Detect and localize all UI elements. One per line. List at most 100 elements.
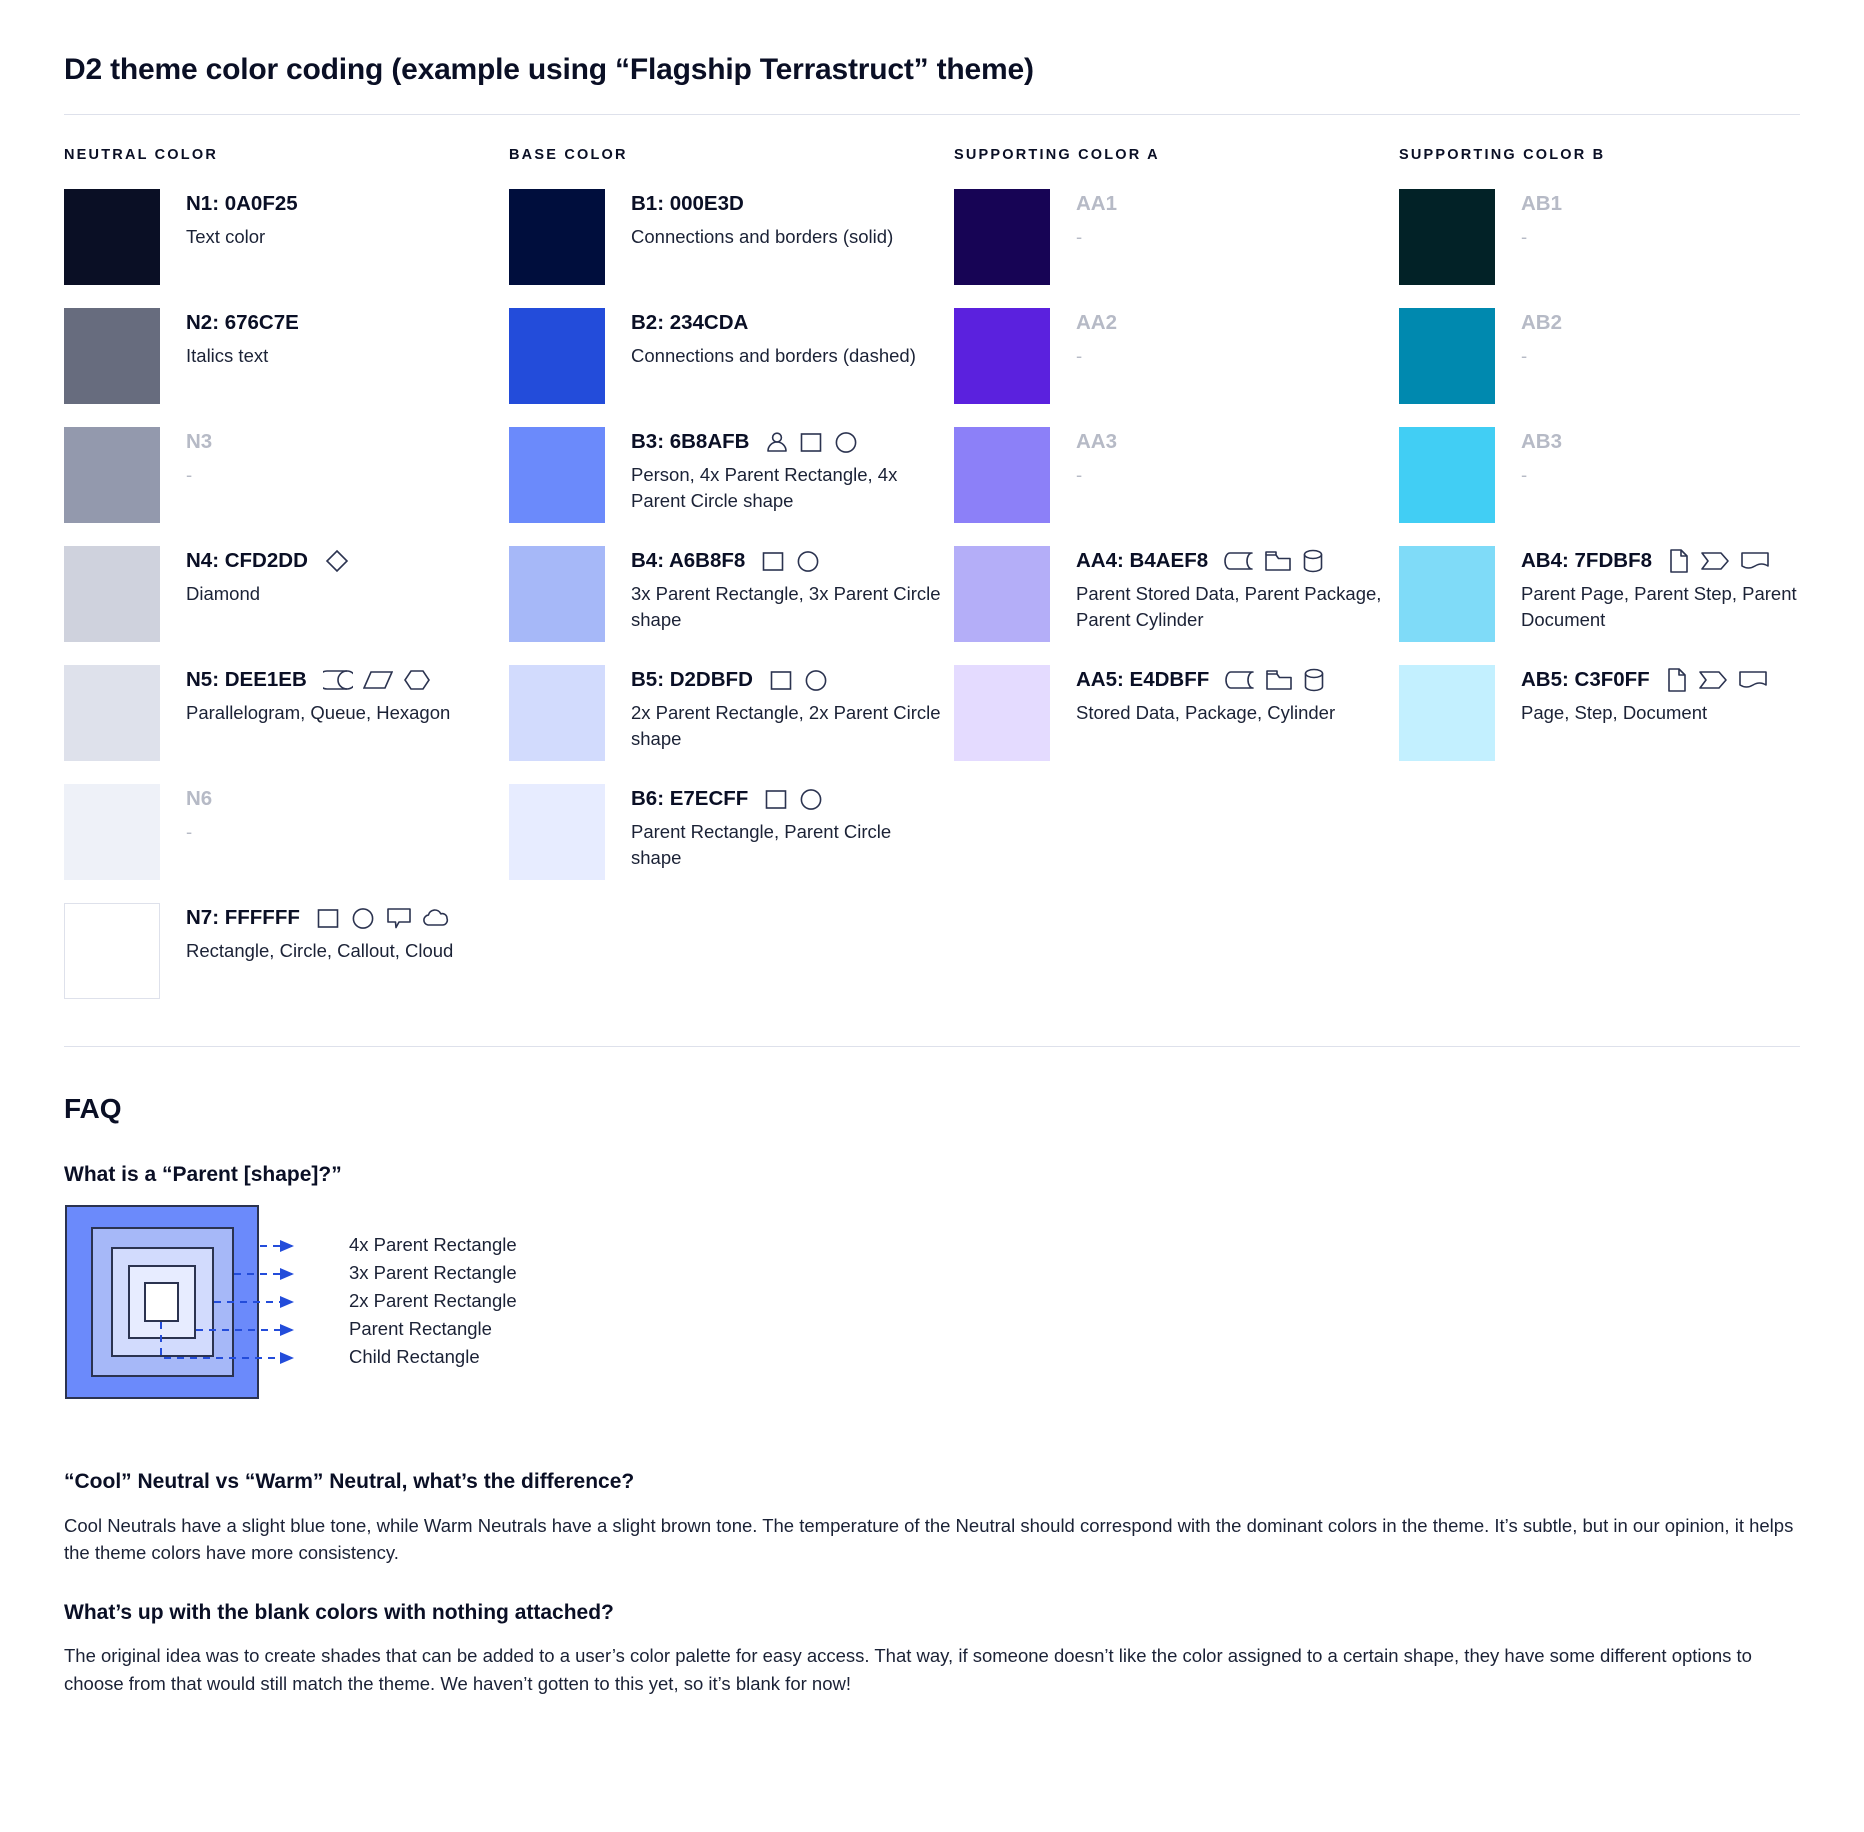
swatch-text: AB2 - xyxy=(1521,308,1844,369)
swatch-description: 2x Parent Rectangle, 2x Parent Circle sh… xyxy=(631,702,941,750)
shape-icon-group xyxy=(324,548,350,574)
swatch-label-text: AA4: B4AEF8 xyxy=(1076,549,1209,572)
swatch-label: N4: CFD2DD xyxy=(186,548,509,574)
swatch-row: B5: D2DBFD 2x Parent Rectangle, 2x Parent… xyxy=(509,665,954,761)
color-swatch[interactable] xyxy=(509,784,605,880)
color-swatch[interactable] xyxy=(954,427,1050,523)
swatch-label-text: AA2 xyxy=(1076,311,1118,334)
swatch-label: B6: E7ECFF xyxy=(631,786,954,812)
swatch-description: Diamond xyxy=(186,583,261,604)
document-icon xyxy=(1740,550,1770,572)
circle-icon xyxy=(803,667,829,693)
swatch-description: Connections and borders (solid) xyxy=(631,225,894,247)
color-swatch[interactable] xyxy=(64,546,160,642)
swatch-description: - xyxy=(186,820,193,842)
swatch-label: N7: FFFFFF xyxy=(186,905,509,931)
color-swatch[interactable] xyxy=(64,784,160,880)
circle-icon xyxy=(833,429,859,455)
swatch-text: B6: E7ECFF Parent Rectangle, Parent Circl… xyxy=(631,784,954,872)
swatch-label-text: AA3 xyxy=(1076,430,1118,453)
swatch-text: AB3 - xyxy=(1521,427,1844,488)
swatch-row: AA4: B4AEF8 Parent Stored Data, Parent Pa… xyxy=(954,546,1399,642)
swatch-description: - xyxy=(1521,463,1528,485)
swatch-row: N5: DEE1EB Parallelogram, Queue, Hexagon xyxy=(64,665,509,761)
circle-icon xyxy=(798,786,824,812)
faq-heading: FAQ xyxy=(64,1093,122,1124)
swatch-description: Rectangle, Circle, Callout, Cloud xyxy=(186,940,454,961)
color-swatch[interactable] xyxy=(954,308,1050,404)
swatch-text: AB4: 7FDBF8 Parent Page, Parent Step, Par… xyxy=(1521,546,1844,634)
swatch-row: N6 - xyxy=(64,784,509,880)
swatch-description: - xyxy=(1521,344,1528,366)
color-swatch[interactable] xyxy=(954,546,1050,642)
color-swatch[interactable] xyxy=(1399,546,1495,642)
swatch-label: B4: A6B8F8 xyxy=(631,548,954,574)
shape-icon-group xyxy=(322,668,431,692)
swatch-label: B1: 000E3D xyxy=(631,191,954,217)
swatch-row: N7: FFFFFF Rectangle, Circle, Callout, Cl… xyxy=(64,903,509,999)
palette-column: NEUTRAL COLOR N1: 0A0F25 Text color N2: 676… xyxy=(64,147,509,1022)
swatch-label: AA2 xyxy=(1076,310,1399,336)
circle-icon xyxy=(350,905,376,931)
faq-item-blank-colors: What’s up with the blank colors with not… xyxy=(64,1599,1800,1698)
color-swatch[interactable] xyxy=(64,665,160,761)
faq-question-1: What is a “Parent [shape]?” xyxy=(64,1163,342,1186)
swatch-label-text: N3 xyxy=(186,430,213,453)
callout-icon xyxy=(386,906,412,930)
color-swatch[interactable] xyxy=(954,665,1050,761)
color-swatch[interactable] xyxy=(64,427,160,523)
color-swatch[interactable] xyxy=(64,308,160,404)
swatch-label: N2: 676C7E xyxy=(186,310,509,336)
swatch-row: AA3 - xyxy=(954,427,1399,523)
swatch-text: AB5: C3F0FF Page, Step, Document xyxy=(1521,665,1844,726)
diagram-labels: 4x Parent Rectangle 3x Parent Rectangle 2x… xyxy=(349,1204,809,1424)
color-swatch[interactable] xyxy=(509,665,605,761)
swatch-text: N5: DEE1EB Parallelogram, Queue, Hexagon xyxy=(186,665,509,726)
swatch-description: Connections and borders (dashed) xyxy=(631,344,916,366)
swatch-label-text: B4: A6B8F8 xyxy=(631,549,746,573)
swatch-row: AA5: E4DBFF Stored Data, Package, Cylinde… xyxy=(954,665,1399,761)
color-swatch[interactable] xyxy=(509,189,605,285)
queue-icon xyxy=(322,669,353,691)
swatch-description: Page, Step, Document xyxy=(1521,702,1708,723)
rectangle-icon xyxy=(761,549,785,573)
swatch-label-text: N4: CFD2DD xyxy=(186,549,308,573)
color-swatch[interactable] xyxy=(1399,427,1495,523)
swatch-row: B3: 6B8AFB Person, 4x Parent Rectangle, 4… xyxy=(509,427,954,523)
faq-divider xyxy=(64,1046,1800,1047)
swatch-text: B1: 000E3D Connections and borders (solid… xyxy=(631,189,954,250)
color-swatch[interactable] xyxy=(509,308,605,404)
person-icon xyxy=(765,430,789,454)
swatch-label: B2: 234CDA xyxy=(631,310,954,336)
swatch-text: AA5: E4DBFF Stored Data, Package, Cylinde… xyxy=(1076,665,1399,726)
step-icon xyxy=(1698,669,1728,691)
swatch-text: AB1 - xyxy=(1521,189,1844,250)
swatch-text: B2: 234CDA Connections and borders (dashe… xyxy=(631,308,954,369)
palette-column: SUPPORTING COLOR A AA1 - AA2 - AA3 - AA4: B4AEF… xyxy=(954,147,1399,1022)
stored-data-icon xyxy=(1224,551,1254,571)
swatch-description: - xyxy=(186,463,193,485)
cylinder-icon xyxy=(1303,668,1325,692)
cylinder-icon xyxy=(1302,549,1324,573)
swatch-label: AA5: E4DBFF xyxy=(1076,667,1399,693)
swatch-label-text: AB3 xyxy=(1521,430,1563,453)
swatch-description: Person, 4x Parent Rectangle, 4x Parent C… xyxy=(631,464,898,512)
color-swatch[interactable] xyxy=(64,903,160,999)
swatch-text: N1: 0A0F25 Text color xyxy=(186,189,509,250)
color-swatch[interactable] xyxy=(64,189,160,285)
color-swatch[interactable] xyxy=(509,427,605,523)
color-swatch[interactable] xyxy=(1399,665,1495,761)
swatch-label: N1: 0A0F25 xyxy=(186,191,509,217)
swatch-row: AB5: C3F0FF Page, Step, Document xyxy=(1399,665,1844,761)
swatch-label-text: B6: E7ECFF xyxy=(631,787,749,811)
color-swatch[interactable] xyxy=(1399,189,1495,285)
swatch-text: N3 - xyxy=(186,427,509,488)
swatch-text: B4: A6B8F8 3x Parent Rectangle, 3x Parent… xyxy=(631,546,954,634)
swatch-label-text: AB2 xyxy=(1521,311,1563,334)
color-swatch[interactable] xyxy=(509,546,605,642)
color-swatch[interactable] xyxy=(954,189,1050,285)
color-swatch[interactable] xyxy=(1399,308,1495,404)
rectangle-icon xyxy=(769,668,793,692)
column-header: SUPPORTING COLOR A xyxy=(954,147,1160,163)
diagram-label: 3x Parent Rectangle xyxy=(349,1262,517,1284)
